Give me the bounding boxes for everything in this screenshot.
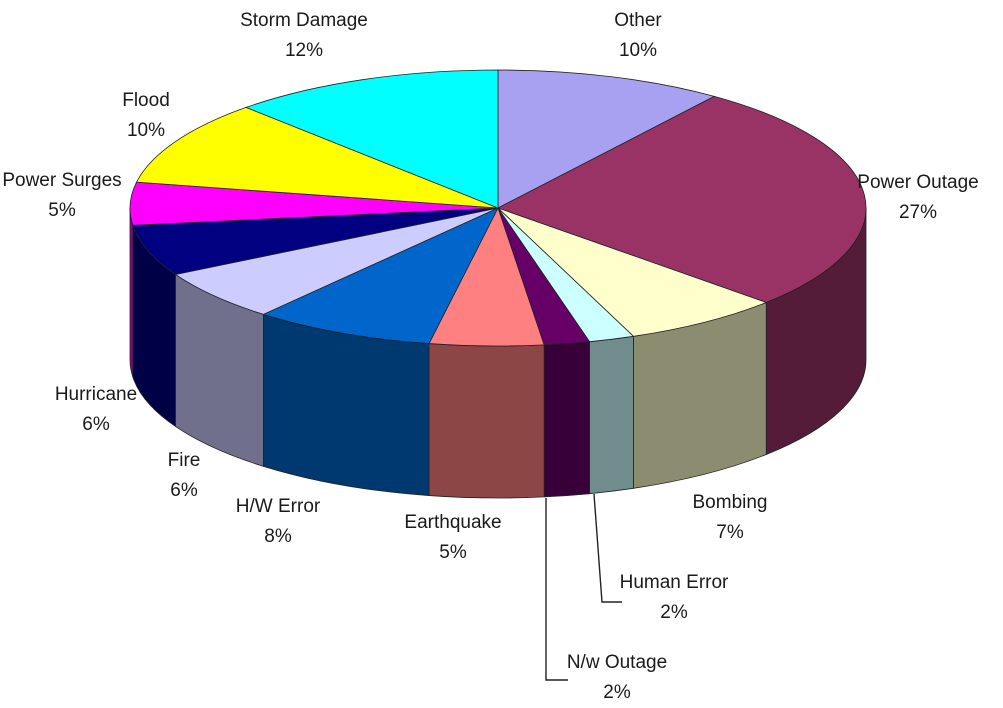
slice-label-name: Human Error [620,572,729,593]
pie-side-earthquake [428,343,545,499]
pie-side-power-surges [129,207,134,378]
pie-slice-flood [135,106,499,209]
slice-label-value: 12% [285,40,323,61]
pie-side-human-error [589,335,634,495]
slice-labels: Other 10% Power Outage 27% Bombing 7% Human Er… [2,10,978,703]
pie-tops [129,69,867,347]
pie-slice-h-w-error [262,207,499,344]
slice-label-name: Hurricane [55,384,137,405]
slice-label-bombing: Bombing 7% [693,492,768,543]
leader-line-human-error [593,493,622,603]
slice-label-name: Power Outage [857,172,978,193]
slice-label-human-error: Human Error 2% [620,572,729,623]
slice-label-n-w-outage: N/w Outage 2% [567,652,667,703]
label-leaders [545,493,622,681]
slice-label-power-surges: Power Surges 5% [2,170,121,221]
slice-label-value: 5% [48,200,76,221]
pie-slice-other [497,69,716,209]
slice-label-name: Earthquake [404,512,501,533]
slice-label-value: 5% [439,542,467,563]
slice-label-value: 2% [603,682,631,703]
pie-slice-power-outage [496,95,867,303]
slice-label-value: 10% [619,40,657,61]
pie-slice-hurricane [132,207,499,275]
slice-label-h-w-error: H/W Error 8% [236,496,321,547]
slice-label-other: Other 10% [614,10,662,61]
slice-label-value: 6% [170,480,198,501]
slice-label-fire: Fire 6% [168,450,201,501]
slice-label-value: 27% [899,202,937,223]
slice-label-name: Fire [168,450,201,471]
slice-label-name: Storm Damage [240,10,368,31]
slice-label-storm-damage: Storm Damage 12% [240,10,368,61]
slice-label-value: 6% [82,414,110,435]
pie-side-n-w-outage [543,341,590,498]
slice-label-name: Power Surges [2,170,121,191]
slice-label-name: H/W Error [236,496,321,517]
slice-label-earthquake: Earthquake 5% [404,512,501,563]
slice-label-flood: Flood 10% [122,90,170,141]
slice-label-value: 8% [264,526,292,547]
pie-slice-bombing [497,207,768,337]
slice-label-value: 2% [660,602,688,623]
pie-slice-storm-damage [244,69,499,209]
slice-label-name: Bombing [693,492,768,513]
slice-label-name: N/w Outage [567,652,667,673]
leader-line-n-w-outage [545,498,568,681]
slice-label-value: 10% [127,120,165,141]
slice-label-name: Other [614,10,662,31]
slice-label-hurricane: Hurricane 6% [55,384,137,435]
slice-label-name: Flood [122,90,170,111]
slice-label-power-outage: Power Outage 27% [857,172,978,223]
pie-slice-fire [174,207,499,315]
slice-label-value: 7% [716,522,744,543]
